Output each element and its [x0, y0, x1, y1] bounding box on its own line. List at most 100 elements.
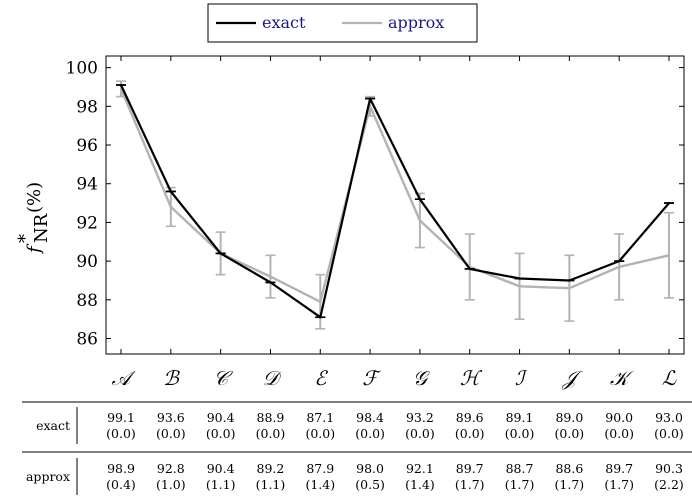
table-cell-sd: (0.0) [355, 426, 385, 441]
table-cell-value: 89.2 [257, 461, 285, 476]
data-point [518, 285, 521, 288]
data-point [119, 83, 123, 87]
data-point [418, 197, 422, 201]
table-cell-sd: (0.0) [256, 426, 286, 441]
table-cell-value: 89.1 [506, 410, 534, 425]
table-cell-sd: (1.4) [405, 477, 435, 492]
table-cell-sd: (2.2) [654, 477, 684, 492]
x-tick-label: ℐ [515, 366, 528, 390]
x-tick-label: 𝒦 [610, 366, 635, 390]
series-line-approx [119, 88, 670, 303]
data-point [667, 254, 671, 257]
series-exact [116, 83, 674, 319]
series-approx [116, 80, 674, 330]
legend: exact approx [207, 3, 478, 43]
table-cell-value: 98.0 [356, 461, 384, 476]
table-cell-sd: (1.7) [555, 477, 585, 492]
table-cell-sd: (1.1) [256, 477, 286, 492]
data-point [617, 265, 621, 269]
data-point [219, 252, 222, 255]
data-point [269, 281, 272, 284]
table-cell-value: 90.0 [605, 410, 633, 425]
table-cell-value: 92.8 [157, 461, 185, 476]
y-axis-unit: (%) [24, 182, 45, 213]
x-tick-label: ℱ [362, 366, 381, 390]
data-point [169, 205, 173, 209]
table-cell-sd: (0.0) [505, 426, 535, 441]
values-table: exact99.1(0.0)93.6(0.0)90.4(0.0)88.9(0.0… [22, 401, 692, 495]
data-point [169, 190, 173, 193]
data-point [568, 287, 571, 290]
x-tick-label: ℬ [163, 366, 180, 390]
data-point [319, 300, 322, 303]
table-cell-sd: (1.1) [206, 477, 236, 492]
table-row-label: exact [36, 418, 70, 433]
data-point [568, 279, 571, 282]
data-point [617, 259, 621, 263]
data-point [518, 277, 521, 280]
data-point [368, 97, 372, 100]
data-point [418, 219, 422, 222]
table-row-label: approx [26, 469, 70, 484]
table-cell-sd: (0.0) [455, 426, 485, 441]
x-tick-label: ℋ [460, 366, 483, 390]
data-point [667, 201, 671, 205]
table-cell-value: 90.3 [655, 461, 683, 476]
x-tick-label: 𝒢 [413, 366, 431, 390]
table-cell-value: 87.1 [306, 410, 334, 425]
x-tick-label: 𝒜 [112, 366, 137, 390]
y-tick-label: 100 [66, 59, 98, 79]
y-tick-label: 94 [76, 175, 98, 195]
y-axis-sub: NR [31, 213, 52, 243]
table-cell-value: 89.6 [456, 410, 484, 425]
table-cell-sd: (0.0) [654, 426, 684, 441]
legend-label: approx [388, 13, 444, 32]
table-cell-sd: (0.0) [156, 426, 186, 441]
table-cell-sd: (1.7) [505, 477, 535, 492]
table-cell-value: 93.0 [655, 410, 683, 425]
table-cell-value: 88.7 [506, 461, 534, 476]
table-cell-sd: (1.7) [455, 477, 485, 492]
x-tick-label: 𝒟 [262, 366, 282, 390]
table-cell-sd: (1.7) [604, 477, 634, 492]
y-tick-label: 96 [76, 136, 98, 156]
x-tick-label: 𝒞 [213, 366, 233, 390]
table-cell-sd: (0.0) [405, 426, 435, 441]
table-cell-value: 98.9 [107, 461, 135, 476]
y-axis-label: f*NR(%) [15, 182, 52, 255]
table-cell-value: 88.9 [257, 410, 285, 425]
y-axis-title: f*NR(%) [15, 182, 52, 255]
y-axis-sup: * [15, 234, 36, 243]
plot-frame [105, 55, 685, 355]
table-cell-sd: (0.0) [555, 426, 585, 441]
table-cell-value: 98.4 [356, 410, 384, 425]
y-tick-label: 88 [76, 291, 98, 311]
axes: 86 88 90 92 94 96 98 100 [66, 55, 685, 355]
table-cell-sd: (0.0) [604, 426, 634, 441]
table-cell-value: 99.1 [107, 410, 135, 425]
x-tick-label: ℒ [662, 366, 677, 390]
table-cell-sd: (0.4) [106, 477, 136, 492]
table-cell-value: 89.7 [605, 461, 633, 476]
table-cell-value: 89.7 [456, 461, 484, 476]
table-cell-value: 93.6 [157, 410, 185, 425]
series-layer [116, 80, 674, 330]
table-cell-value: 90.4 [207, 410, 235, 425]
table-cell-sd: (0.5) [355, 477, 385, 492]
table-cell-value: 88.6 [555, 461, 583, 476]
table-cell-value: 93.2 [406, 410, 434, 425]
y-tick-label: 86 [76, 330, 98, 350]
y-axis-symbol: f [24, 243, 45, 255]
table-cell-sd: (1.0) [156, 477, 186, 492]
series-line-exact [120, 84, 670, 319]
data-point [468, 267, 471, 271]
table-cell-value: 92.1 [406, 461, 434, 476]
table-cell-sd: (0.0) [305, 426, 335, 441]
table-cell-sd: (0.0) [206, 426, 236, 441]
data-point [269, 275, 272, 278]
y-tick-label: 90 [76, 252, 98, 272]
data-point [319, 316, 322, 319]
table-cell-sd: (0.0) [106, 426, 136, 441]
x-tick-label: 𝒥 [561, 366, 583, 390]
